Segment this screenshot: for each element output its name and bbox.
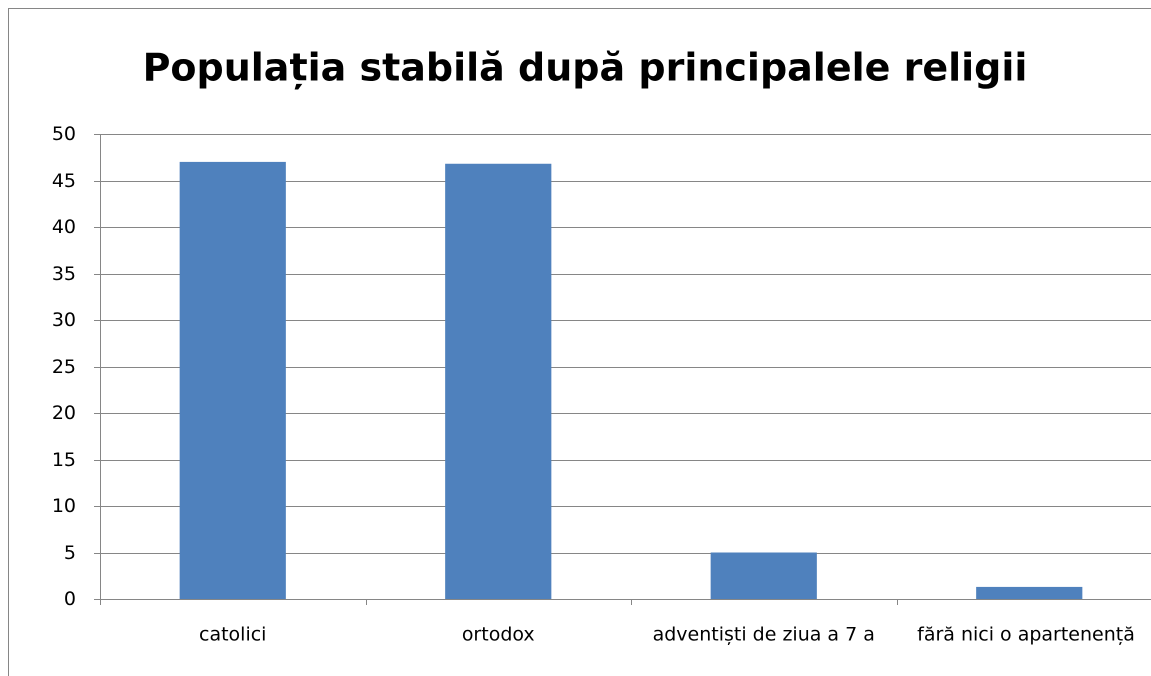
y-tick-label: 20 bbox=[52, 402, 76, 424]
x-tick-label: adventiști de ziua a 7 a bbox=[653, 624, 875, 646]
y-tick-label: 15 bbox=[52, 449, 76, 471]
bar bbox=[976, 586, 1083, 599]
y-tick-label: 30 bbox=[52, 309, 76, 331]
y-tick-label: 10 bbox=[52, 495, 76, 517]
bar bbox=[445, 163, 552, 599]
y-tick-label: 50 bbox=[52, 123, 76, 145]
x-tick-label: fără nici o apartenență bbox=[917, 624, 1135, 646]
bar bbox=[710, 552, 817, 599]
chart-title: Populația stabilă după principalele reli… bbox=[143, 46, 1028, 90]
y-tick-label: 45 bbox=[52, 170, 76, 192]
y-tick-label: 35 bbox=[52, 263, 76, 285]
y-tick-label: 25 bbox=[52, 356, 76, 378]
y-tick-label: 40 bbox=[52, 216, 76, 238]
x-tick-label: ortodox bbox=[462, 624, 535, 646]
y-tick-label: 5 bbox=[64, 542, 76, 564]
y-tick-label: 0 bbox=[64, 588, 76, 610]
x-tick-label: catolici bbox=[199, 624, 266, 646]
bar bbox=[179, 161, 286, 599]
